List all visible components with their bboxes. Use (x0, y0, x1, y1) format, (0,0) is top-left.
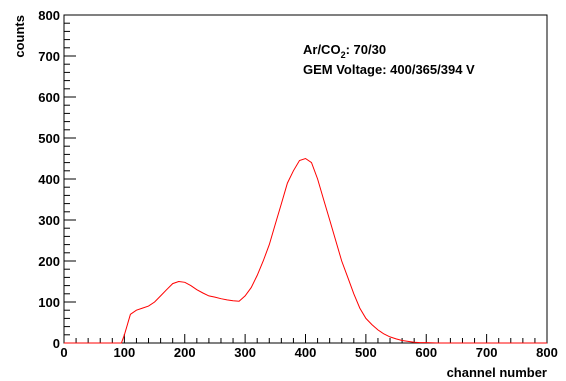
x-axis-ticks (63, 334, 548, 343)
x-tick-label: 0 (60, 345, 67, 360)
y-tick-label: 500 (38, 131, 60, 146)
y-tick-label: 800 (38, 8, 60, 23)
x-tick-label: 600 (415, 345, 437, 360)
y-tick-label: 0 (53, 336, 60, 351)
y-tick-label: 200 (38, 254, 60, 269)
x-tick-label: 400 (295, 345, 317, 360)
x-tick-label: 100 (114, 345, 136, 360)
gem-voltage-annotation: GEM Voltage: 400/365/394 V (303, 62, 475, 77)
gas-subscript: 2 (341, 50, 346, 60)
x-tick-label: 700 (476, 345, 498, 360)
x-tick-label: 300 (234, 345, 256, 360)
y-tick-label: 600 (38, 90, 60, 105)
y-axis-tick-labels: 0 100 200 300 400 500 600 700 800 (38, 8, 60, 351)
y-tick-label: 700 (38, 49, 60, 64)
x-tick-label: 200 (174, 345, 196, 360)
y-tick-label: 400 (38, 172, 60, 187)
gas-suffix: : 70/30 (346, 42, 386, 57)
gas-prefix: Ar/CO (303, 42, 341, 57)
y-axis-title: counts (12, 15, 27, 58)
x-tick-label: 500 (355, 345, 377, 360)
gas-mixture-annotation: Ar/CO2: 70/30 (303, 42, 386, 60)
series-line-counts (64, 157, 547, 344)
x-axis-tick-labels: 0 100 200 300 400 500 600 700 800 (60, 345, 557, 360)
y-tick-label: 300 (38, 213, 60, 228)
y-axis-ticks (64, 14, 76, 344)
x-axis-title: channel number (447, 365, 547, 380)
x-tick-label: 800 (536, 345, 558, 360)
y-tick-label: 100 (38, 295, 60, 310)
